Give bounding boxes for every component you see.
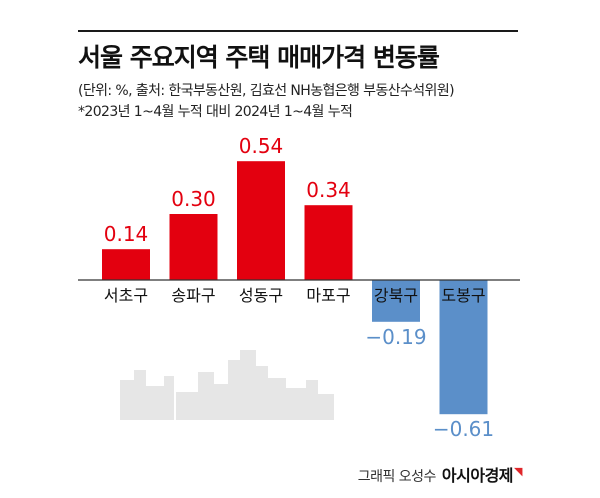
value-labels-group: 0.14 0.30 0.54 0.34 −0.19 −0.61 — [104, 134, 494, 441]
brand-mark-icon: ◥ — [514, 465, 522, 479]
category-label-마포구: 마포구 — [306, 286, 350, 305]
skyline-building — [306, 380, 318, 420]
skyline-building — [176, 392, 198, 420]
bar-도봉구 — [439, 280, 488, 415]
category-label-송파구: 송파구 — [171, 286, 215, 305]
top-rule — [78, 30, 518, 32]
skyline-building — [256, 366, 268, 420]
skyline-building — [286, 388, 306, 420]
bar-성동구 — [237, 161, 285, 280]
bar-송파구 — [169, 214, 218, 280]
value-label-강북구: −0.19 — [365, 325, 426, 349]
skyline-building — [120, 380, 134, 420]
category-label-강북구: 강북구 — [374, 286, 418, 305]
value-label-서초구: 0.14 — [104, 222, 149, 246]
brand-logo: 아시아경제 — [441, 466, 514, 485]
credit-graphic-by: 그래픽 오성수 — [357, 469, 437, 485]
skyline-building — [164, 376, 174, 420]
city-skyline-decoration — [120, 350, 334, 420]
skyline-building — [134, 370, 146, 420]
skyline-building — [318, 394, 334, 420]
skyline-building — [268, 378, 286, 420]
bar-서초구 — [102, 249, 150, 280]
category-label-서초구: 서초구 — [104, 286, 148, 305]
skyline-building — [214, 384, 228, 420]
value-label-마포구: 0.34 — [306, 178, 351, 202]
category-labels-group: 서초구 송파구 성동구 마포구 강북구 도봉구 — [104, 286, 486, 305]
skyline-building — [228, 360, 240, 420]
value-label-송파구: 0.30 — [171, 187, 216, 211]
bar-마포구 — [304, 205, 353, 280]
category-label-성동구: 성동구 — [239, 286, 283, 305]
skyline-building — [240, 350, 256, 420]
category-label-도봉구: 도봉구 — [441, 286, 485, 305]
credit: 그래픽 오성수 아시아경제◥ — [357, 462, 523, 486]
skyline-building — [146, 386, 164, 420]
value-label-성동구: 0.54 — [239, 134, 284, 158]
bars-group — [102, 161, 488, 415]
period-note: *2023년 1~4월 누적 대비 2024년 1~4월 누적 — [78, 104, 353, 120]
chart-title: 서울 주요지역 주택 매매가격 변동률 — [78, 43, 440, 72]
source-note: (단위: %, 출처: 한국부동산원, 김효선 NH농협은행 부동산수석위원) — [78, 83, 455, 99]
value-label-도봉구: −0.61 — [433, 417, 494, 441]
skyline-building — [198, 372, 214, 420]
bar-강북구 — [372, 280, 420, 322]
